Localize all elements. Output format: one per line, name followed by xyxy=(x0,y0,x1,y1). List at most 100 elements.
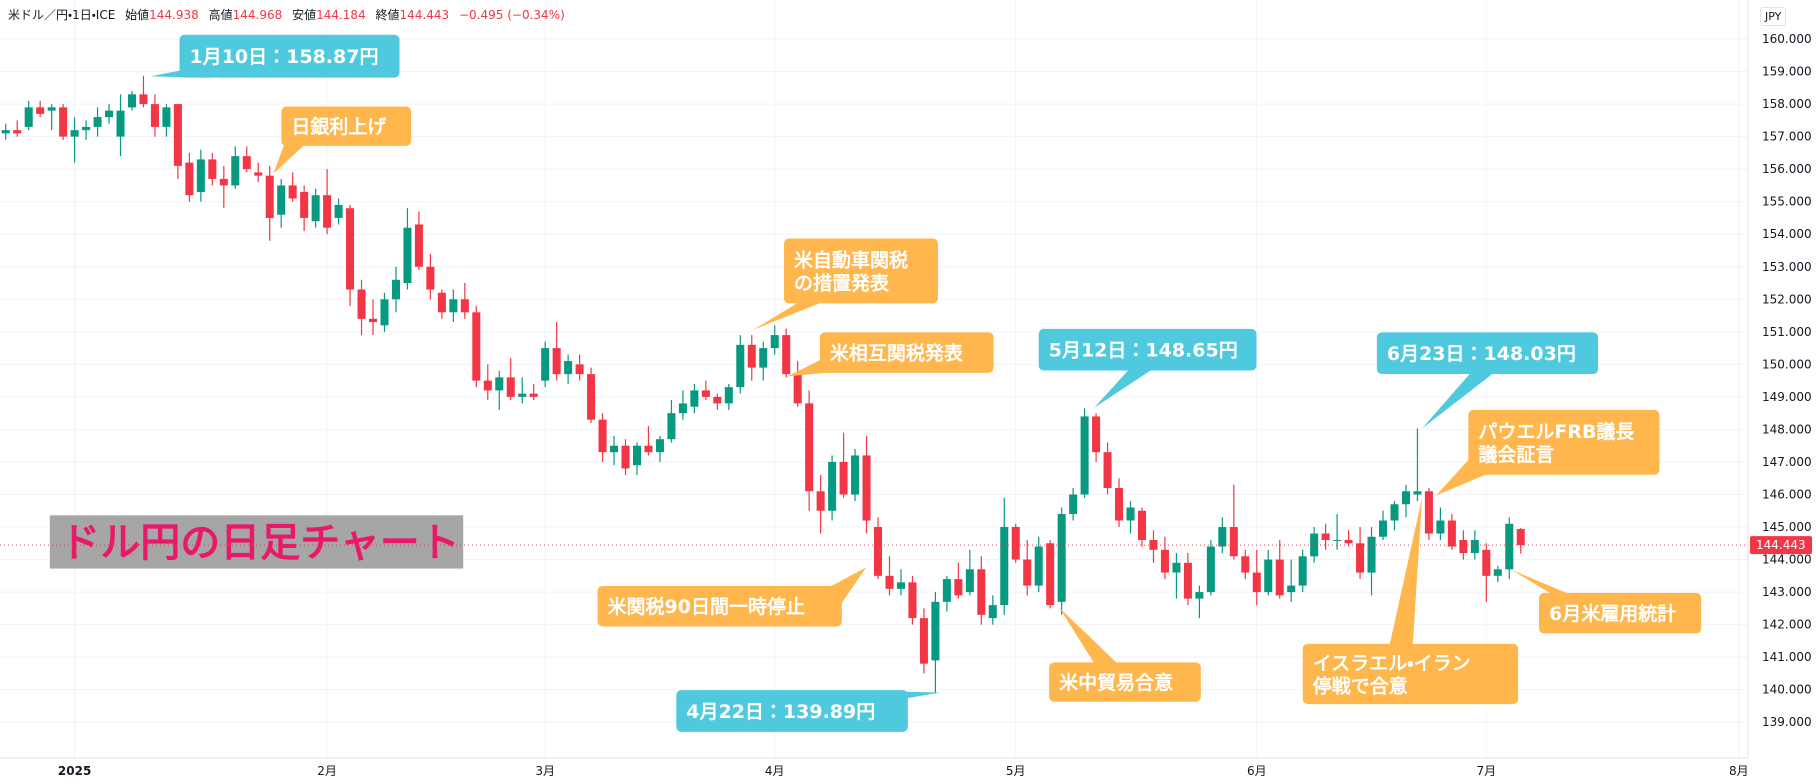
y-tick-label: 150.000 xyxy=(1762,357,1812,371)
currency-button[interactable]: JPY xyxy=(1760,7,1787,26)
candle-body xyxy=(954,579,963,596)
y-tick-label: 141.000 xyxy=(1762,650,1812,664)
candle-body xyxy=(323,195,332,228)
candle-body xyxy=(460,299,469,313)
callout-text: パウエルFRB議長 xyxy=(1478,420,1635,443)
x-tick-label: 8月 xyxy=(1729,764,1749,778)
candle-body xyxy=(1080,416,1089,495)
candle-body xyxy=(541,348,550,381)
field-value: 144.968 xyxy=(232,8,283,22)
candle-body xyxy=(1092,416,1101,453)
callout-tail xyxy=(1422,372,1494,429)
candle-body xyxy=(1344,540,1353,544)
callout-box xyxy=(179,34,400,78)
y-tick-label: 154.000 xyxy=(1762,227,1812,241)
candle-body xyxy=(139,94,148,105)
callout-text: 米関税90日間一時停止 xyxy=(608,595,805,618)
candle-body xyxy=(1413,491,1422,495)
candle-body xyxy=(219,178,228,186)
callout-text: 米中貿易合意 xyxy=(1059,671,1173,694)
candle-body xyxy=(736,344,745,388)
candle-body xyxy=(426,266,435,290)
candle-body xyxy=(1436,520,1445,534)
overlay-box xyxy=(49,515,464,569)
candle-body xyxy=(208,159,217,179)
field-label: 終値 xyxy=(375,8,400,22)
candle-body xyxy=(1287,585,1296,593)
candle-body xyxy=(24,107,33,127)
symbol: 米ドル／円・1日・ICE xyxy=(8,8,116,22)
candle-body xyxy=(896,582,905,589)
callout-tail xyxy=(1511,569,1570,595)
callout-box xyxy=(676,690,908,732)
y-tick-label: 148.000 xyxy=(1762,422,1812,436)
candle-body xyxy=(93,117,102,127)
candle-body xyxy=(300,191,309,218)
callout-tail xyxy=(752,302,823,331)
candle-body xyxy=(770,335,779,349)
callout-box xyxy=(597,585,842,627)
candle-body xyxy=(1264,559,1273,593)
candle-body xyxy=(1218,527,1227,547)
y-tick-label: 147.000 xyxy=(1762,455,1812,469)
candle-body xyxy=(449,299,458,313)
callout-text: 停戦で合意 xyxy=(1312,674,1408,697)
candle-body xyxy=(437,292,446,313)
candle-body xyxy=(678,403,687,414)
field-value: 144.184 xyxy=(316,8,366,22)
candle-body xyxy=(816,491,825,511)
candle-body xyxy=(759,348,768,368)
field-value: 144.938 xyxy=(149,8,199,22)
candle-body xyxy=(472,312,481,381)
candle-body xyxy=(724,387,733,404)
candle-body xyxy=(242,156,251,170)
candle-body xyxy=(919,618,928,664)
candle-body xyxy=(173,104,182,166)
candle-body xyxy=(552,348,561,375)
y-tick-label: 146.000 xyxy=(1762,487,1812,501)
y-tick-label: 145.000 xyxy=(1762,520,1812,534)
candle-body xyxy=(506,377,515,397)
callout-box xyxy=(281,106,412,146)
y-tick-label: 144.000 xyxy=(1762,553,1812,567)
candle-body xyxy=(59,107,68,137)
candle-body xyxy=(1516,529,1525,546)
candle-body xyxy=(908,582,917,619)
callout-text: 6月23日：148.03円 xyxy=(1387,343,1576,365)
candle-body xyxy=(632,445,642,466)
callout-box xyxy=(819,332,994,373)
y-tick-label: 158.000 xyxy=(1762,97,1812,111)
candle-body xyxy=(529,393,538,397)
candle-body xyxy=(1137,510,1147,541)
candle-body xyxy=(1298,556,1307,586)
candle-body xyxy=(621,445,630,469)
candle-body xyxy=(368,318,378,323)
y-tick-label: 160.000 xyxy=(1762,32,1812,46)
candle-body xyxy=(747,344,756,368)
candle-body xyxy=(311,195,320,222)
field-label: 高値 xyxy=(208,8,233,22)
candle-body xyxy=(1321,533,1330,541)
candle-body xyxy=(1390,504,1399,521)
candle-body xyxy=(1424,491,1433,534)
candle-body xyxy=(414,224,423,267)
candle-body xyxy=(793,374,802,404)
y-tick-label: 156.000 xyxy=(1762,162,1812,176)
candle-body xyxy=(1401,491,1410,505)
candle-body xyxy=(610,445,619,453)
candle-body xyxy=(127,94,137,108)
callout-box xyxy=(1538,592,1702,634)
candle-body xyxy=(598,419,607,453)
candle-body xyxy=(977,569,986,615)
candle-body xyxy=(1447,520,1456,547)
field-value: 144.443 xyxy=(399,8,450,22)
candle-body xyxy=(701,390,710,397)
callout-text: 6月米雇用統計 xyxy=(1549,602,1676,625)
candle-body xyxy=(1,130,10,134)
candle-body xyxy=(1126,507,1135,521)
y-tick-label: 159.000 xyxy=(1762,65,1812,79)
candle-body xyxy=(82,126,91,131)
callout-box xyxy=(1376,332,1599,375)
callout-text: 米相互関税発表 xyxy=(830,342,964,365)
